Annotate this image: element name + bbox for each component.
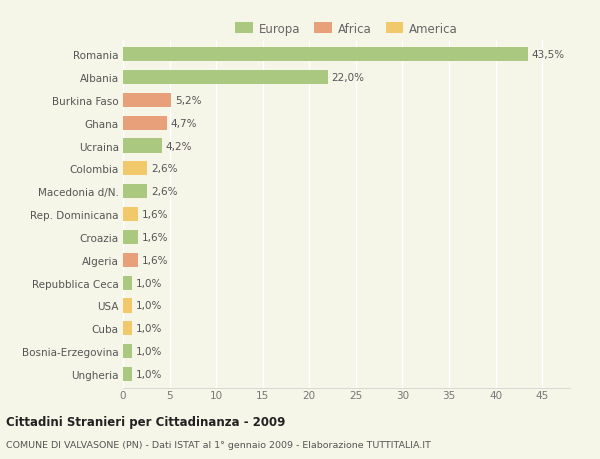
Bar bbox=[123, 276, 133, 290]
Bar bbox=[123, 321, 133, 336]
Text: 4,7%: 4,7% bbox=[170, 118, 197, 129]
Text: 1,6%: 1,6% bbox=[142, 255, 168, 265]
Bar bbox=[123, 344, 133, 358]
Text: 1,0%: 1,0% bbox=[136, 324, 163, 334]
Text: 22,0%: 22,0% bbox=[332, 73, 365, 83]
Text: 1,6%: 1,6% bbox=[142, 210, 168, 219]
Bar bbox=[123, 367, 133, 381]
Bar bbox=[123, 94, 172, 108]
Text: 2,6%: 2,6% bbox=[151, 187, 178, 197]
Bar bbox=[123, 48, 528, 62]
Text: 43,5%: 43,5% bbox=[532, 50, 565, 60]
Bar bbox=[123, 299, 133, 313]
Bar bbox=[123, 207, 138, 222]
Bar bbox=[123, 162, 147, 176]
Text: 1,6%: 1,6% bbox=[142, 232, 168, 242]
Bar bbox=[123, 185, 147, 199]
Text: 5,2%: 5,2% bbox=[175, 95, 202, 106]
Text: 4,2%: 4,2% bbox=[166, 141, 193, 151]
Text: Cittadini Stranieri per Cittadinanza - 2009: Cittadini Stranieri per Cittadinanza - 2… bbox=[6, 415, 286, 428]
Text: 1,0%: 1,0% bbox=[136, 301, 163, 311]
Text: 1,0%: 1,0% bbox=[136, 369, 163, 379]
Legend: Europa, Africa, America: Europa, Africa, America bbox=[230, 18, 463, 40]
Bar bbox=[123, 116, 167, 130]
Bar bbox=[123, 139, 162, 153]
Text: COMUNE DI VALVASONE (PN) - Dati ISTAT al 1° gennaio 2009 - Elaborazione TUTTITAL: COMUNE DI VALVASONE (PN) - Dati ISTAT al… bbox=[6, 440, 431, 449]
Text: 1,0%: 1,0% bbox=[136, 278, 163, 288]
Bar bbox=[123, 253, 138, 267]
Bar bbox=[123, 230, 138, 245]
Text: 2,6%: 2,6% bbox=[151, 164, 178, 174]
Text: 1,0%: 1,0% bbox=[136, 347, 163, 356]
Bar bbox=[123, 71, 328, 85]
